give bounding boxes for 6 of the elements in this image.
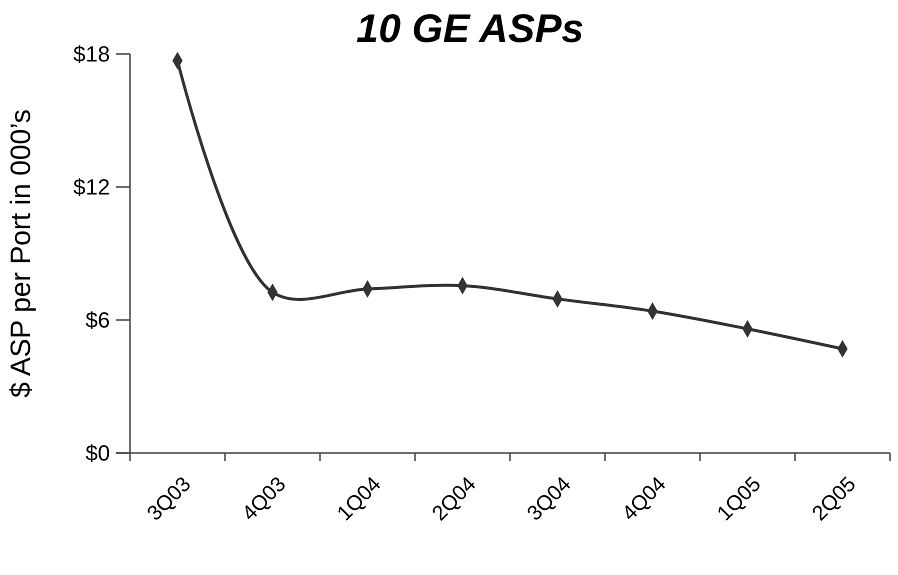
y-tick-label: $6 [86, 308, 110, 333]
chart-title: 10 GE ASPs [356, 7, 584, 51]
y-tick-label: $18 [73, 42, 110, 67]
y-axis-title: $ ASP per Port in 000’s [5, 109, 36, 398]
y-tick-label: $12 [73, 174, 110, 200]
y-tick-label: $0 [86, 440, 110, 466]
